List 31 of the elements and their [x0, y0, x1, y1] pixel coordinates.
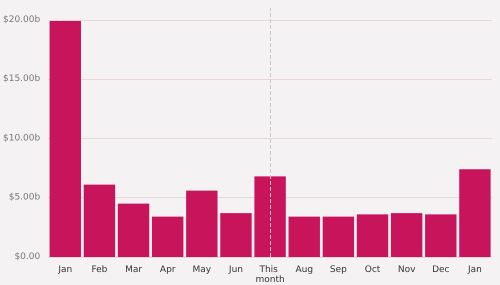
x-tick-label: Jun: [228, 265, 243, 275]
bar: [220, 213, 252, 257]
bar: [322, 216, 354, 257]
y-tick-label: $10.00b: [2, 133, 40, 144]
x-tick-label: Nov: [398, 265, 416, 275]
bar: [186, 190, 218, 257]
bar: [425, 214, 456, 257]
x-tick-label: Apr: [160, 265, 176, 275]
bar: [459, 169, 491, 257]
x-tick-label: Sep: [330, 265, 348, 275]
bar: [118, 204, 150, 257]
x-tick-label: Feb: [91, 265, 108, 275]
bar: [152, 216, 184, 257]
bar: [84, 184, 116, 257]
y-tick-label: $5.00b: [8, 192, 40, 203]
x-tick-label: May: [192, 265, 212, 275]
x-tick-label: Mar: [125, 265, 142, 275]
x-tick-label: Oct: [364, 265, 381, 275]
y-tick-label: $20.00b: [2, 14, 40, 25]
bar: [254, 176, 286, 257]
x-tick-label: Jan: [466, 265, 482, 275]
x-tick-label: Aug: [295, 265, 314, 275]
bar: [390, 213, 422, 257]
bar: [288, 216, 320, 257]
x-tick-label: This month: [255, 265, 285, 285]
bar: [356, 214, 388, 257]
x-tick-label: Dec: [432, 265, 450, 275]
y-tick-label: $0.00: [14, 252, 40, 262]
x-tick-label: Jan: [57, 265, 72, 275]
y-tick-label: $15.00b: [2, 74, 40, 84]
bar: [50, 21, 81, 257]
